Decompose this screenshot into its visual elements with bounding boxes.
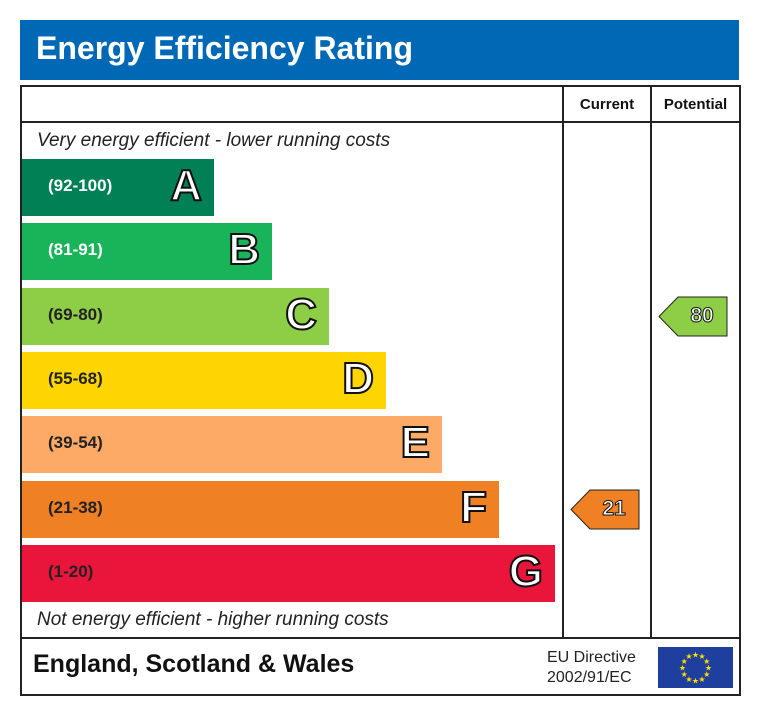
band-range-label: (81-91)	[48, 240, 103, 260]
indicator-value: 80	[690, 303, 714, 327]
footer-divider	[22, 637, 739, 639]
header-divider	[22, 121, 739, 123]
band-range-label: (1-20)	[48, 561, 94, 581]
region-label: England, Scotland & Wales	[33, 650, 355, 678]
eu-flag-icon: ★ ★ ★ ★ ★ ★ ★ ★ ★ ★ ★ ★	[658, 647, 733, 688]
band-letter: D	[341, 353, 375, 404]
flag-star: ★	[698, 652, 705, 661]
rating-indicator-potential: 80	[658, 296, 728, 337]
flag-star: ★	[692, 651, 699, 660]
divider-potential	[650, 87, 652, 639]
flag-star: ★	[685, 675, 692, 684]
band-letter: C	[284, 289, 318, 340]
band-letter: A	[169, 160, 203, 211]
flag-star: ★	[679, 664, 686, 673]
band-g: (1-20) G	[22, 544, 555, 602]
band-letter: G	[508, 546, 544, 597]
indicator-arrow-shape	[658, 296, 728, 337]
indicator-arrow	[658, 296, 728, 337]
flag-star: ★	[685, 652, 692, 661]
band-range-label: (69-80)	[48, 304, 103, 324]
chart-title-bar: Energy Efficiency Rating	[20, 20, 739, 80]
column-header-potential: Potential	[663, 96, 728, 113]
flag-star: ★	[681, 657, 688, 666]
flag-star: ★	[692, 677, 699, 686]
chart-title: Energy Efficiency Rating	[36, 30, 413, 66]
eu-directive: EU Directive 2002/91/EC	[547, 648, 636, 688]
band-d: (55-68) D	[22, 351, 386, 409]
divider-current	[562, 87, 564, 639]
rating-frame: Current Potential Very energy efficient …	[20, 85, 741, 696]
flag-star: ★	[681, 670, 688, 679]
band-range-label: (21-38)	[48, 497, 103, 517]
band-b: (81-91) B	[22, 223, 272, 281]
eu-directive-line1: EU Directive	[547, 649, 636, 666]
band-letter: B	[227, 224, 261, 275]
indicator-arrow-shape	[570, 489, 640, 529]
band-c: (69-80) C	[22, 287, 329, 345]
band-e: (39-54) E	[22, 416, 442, 474]
band-range-label: (92-100)	[48, 176, 113, 195]
column-header-current: Current	[579, 96, 635, 113]
band-a: (92-100) A	[22, 159, 214, 216]
note-efficient: Very energy efficient - lower running co…	[37, 130, 391, 151]
flag-star: ★	[698, 675, 705, 684]
note-inefficient: Not energy efficient - higher running co…	[37, 609, 389, 630]
band-range-label: (39-54)	[48, 433, 103, 453]
indicator-arrow	[570, 489, 640, 529]
band-letter: E	[400, 417, 431, 468]
band-f: (21-38) F	[22, 480, 499, 538]
flag-star: ★	[703, 670, 710, 679]
band-letter: F	[459, 482, 488, 533]
indicator-value: 21	[602, 496, 626, 520]
flag-star: ★	[705, 664, 712, 673]
eu-directive-line2: 2002/91/EC	[547, 669, 632, 686]
band-range-label: (55-68)	[48, 368, 103, 388]
rating-indicator-current: 21	[570, 489, 640, 530]
flag-star: ★	[703, 657, 710, 666]
